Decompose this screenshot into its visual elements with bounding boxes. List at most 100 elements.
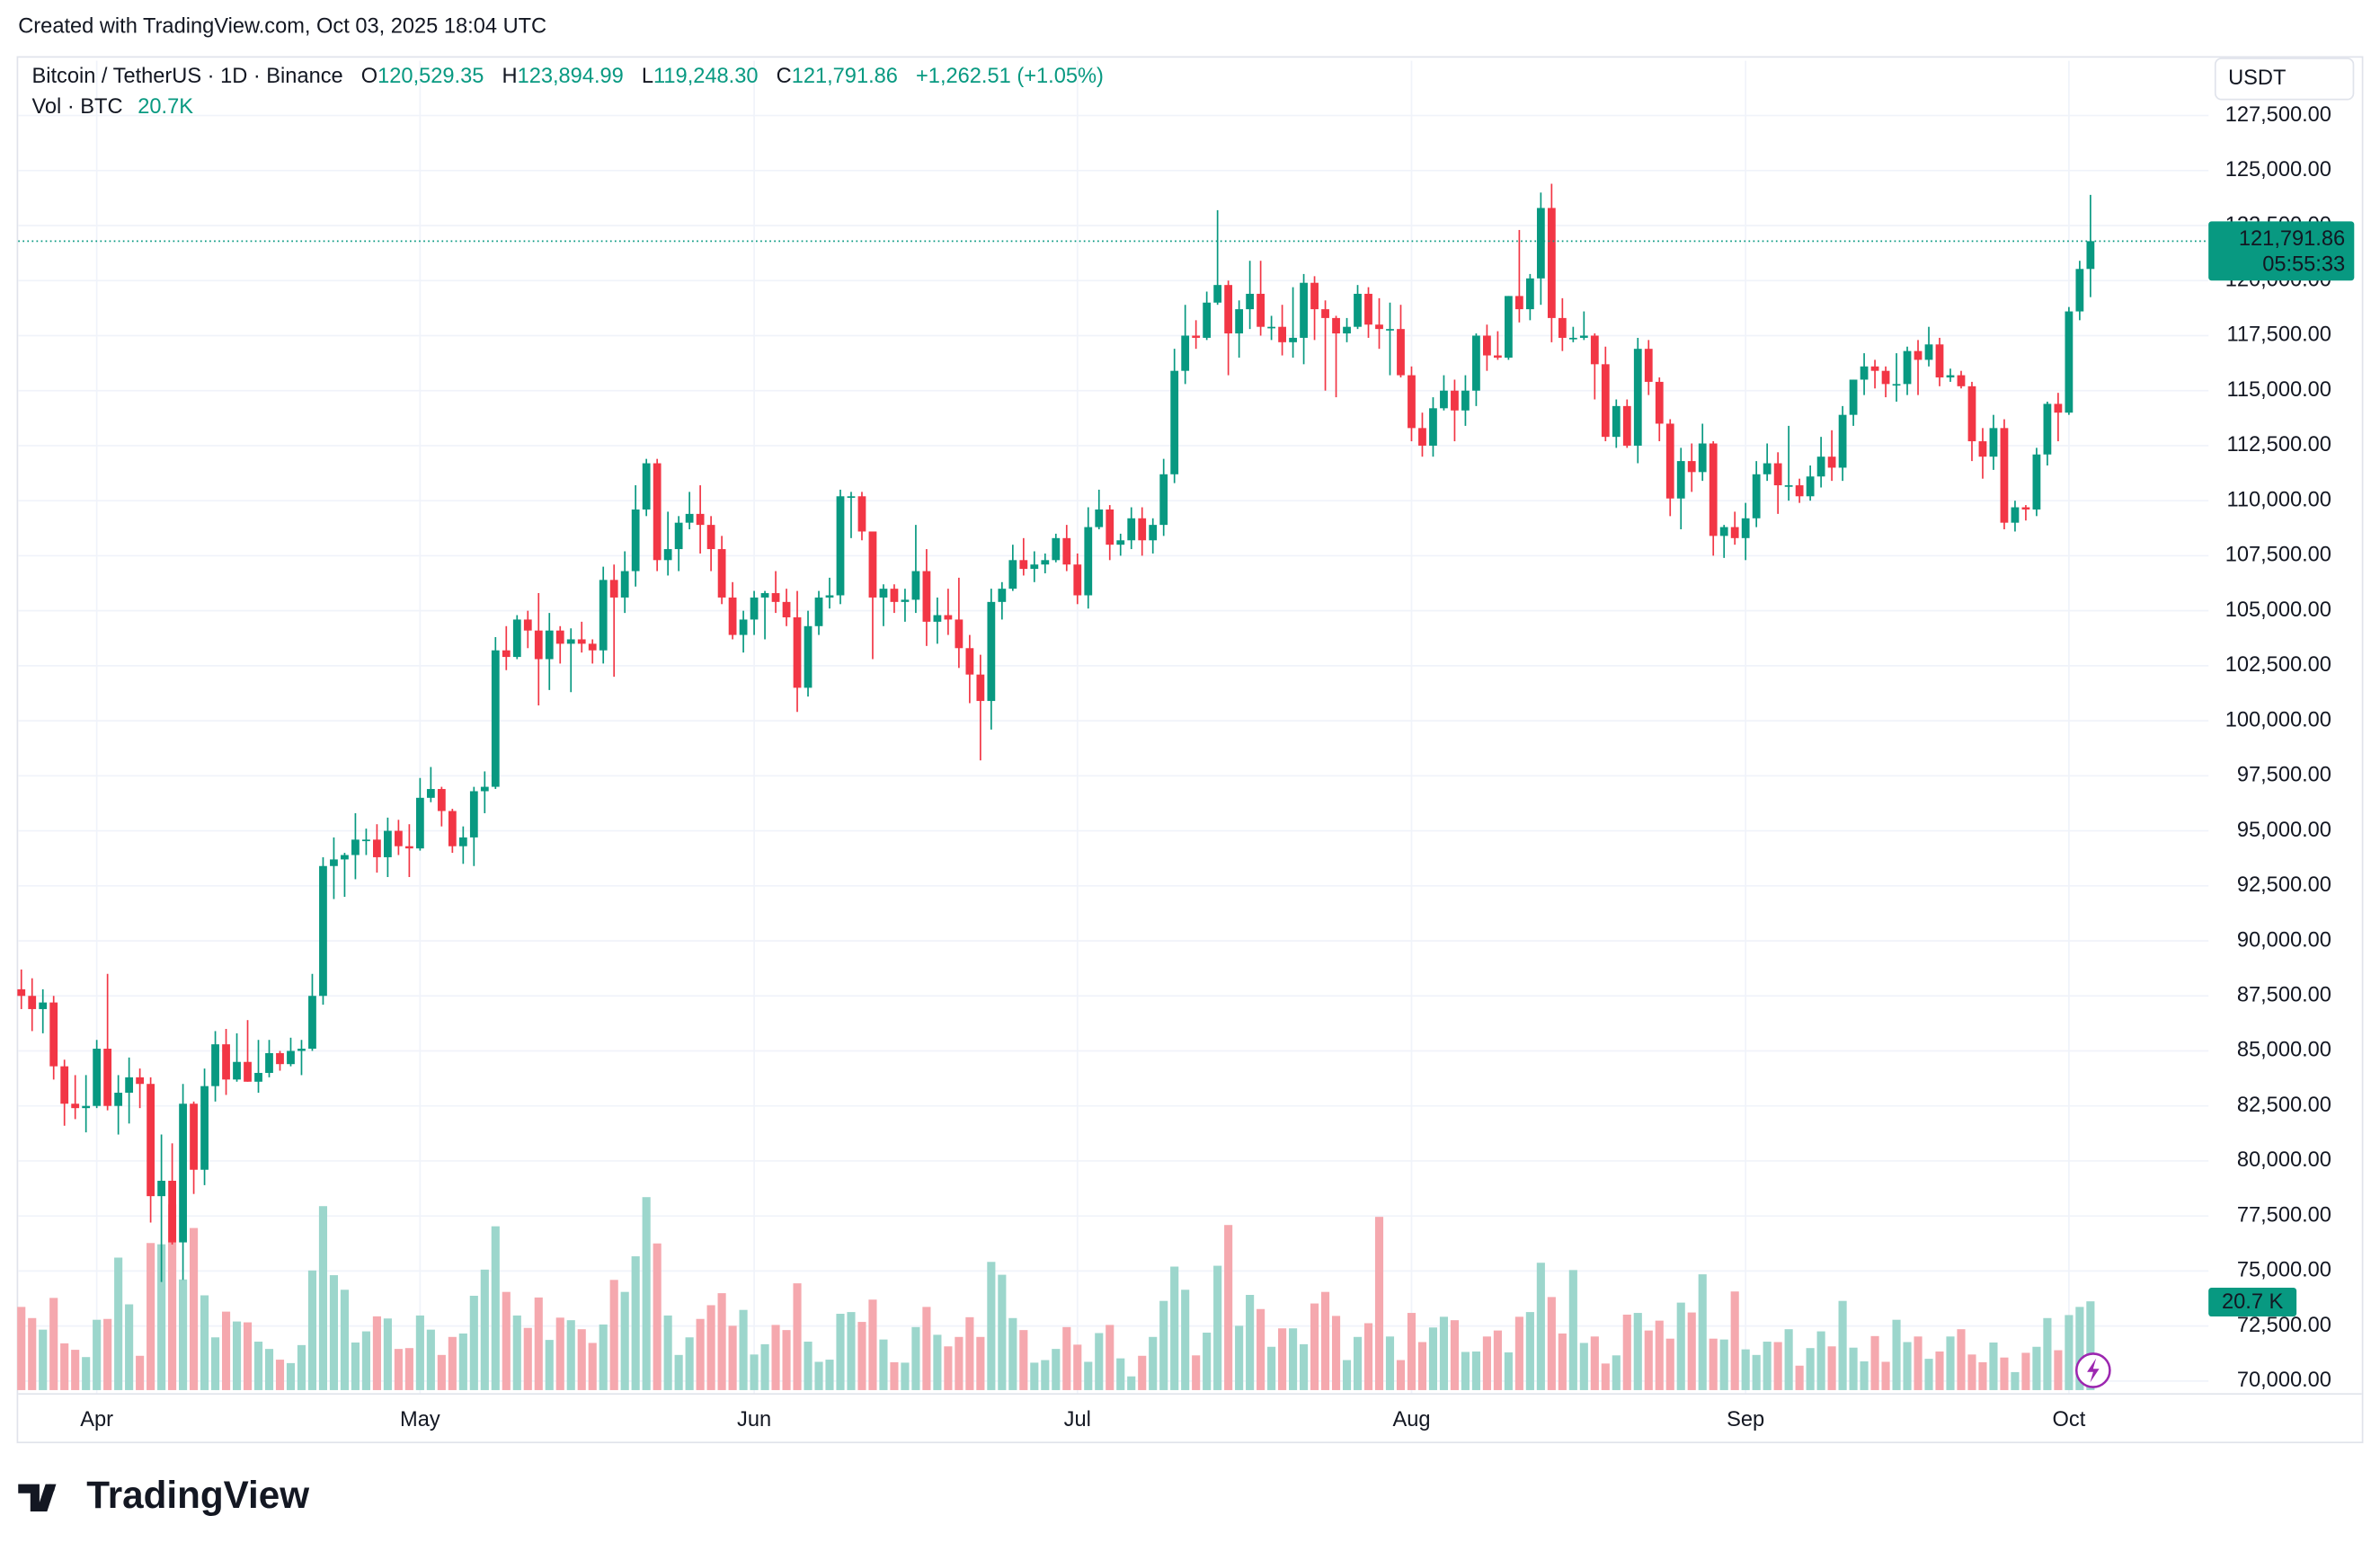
volume-bar bbox=[1676, 1302, 1685, 1390]
candle-body bbox=[265, 1052, 273, 1073]
candle-body bbox=[987, 601, 996, 702]
volume-bar bbox=[297, 1344, 306, 1390]
candle-body bbox=[1719, 527, 1728, 536]
candle-body bbox=[2086, 241, 2095, 270]
ohlc-value: 120,529.35 bbox=[377, 65, 484, 88]
volume-bar bbox=[1924, 1359, 1933, 1390]
candle-body bbox=[555, 630, 564, 644]
volume-bar bbox=[286, 1362, 296, 1390]
volume-bar bbox=[1224, 1225, 1233, 1390]
price-badge-label: 121,791.86 bbox=[2239, 227, 2345, 251]
candle-body bbox=[933, 615, 942, 622]
candle-body bbox=[1536, 208, 1545, 279]
volume-bar bbox=[1881, 1361, 1890, 1390]
volume-bar bbox=[1914, 1336, 1923, 1390]
volume-bar bbox=[448, 1336, 457, 1390]
volume-pane bbox=[17, 1197, 2095, 1390]
candle-body bbox=[1838, 414, 1847, 468]
candle-body bbox=[1741, 518, 1750, 538]
volume-bar bbox=[1752, 1354, 1761, 1390]
x-tick-label: Jul bbox=[1064, 1408, 1091, 1431]
volume-bar bbox=[987, 1262, 996, 1390]
volume-bar bbox=[491, 1226, 500, 1390]
candle-body bbox=[1676, 461, 1685, 499]
volume-bar bbox=[458, 1333, 467, 1390]
candle-body bbox=[1547, 208, 1556, 318]
volume-bar bbox=[545, 1340, 554, 1390]
volume-bar bbox=[1300, 1343, 1309, 1390]
candle-body bbox=[480, 786, 489, 792]
volume-bar bbox=[2021, 1352, 2030, 1390]
candle-body bbox=[103, 1049, 112, 1106]
volume-bar bbox=[136, 1355, 145, 1390]
candle-body bbox=[1375, 324, 1383, 330]
logo-dot bbox=[45, 1484, 55, 1493]
ohlc-value: 123,894.99 bbox=[518, 65, 624, 88]
candle-body bbox=[200, 1086, 209, 1170]
volume-bar bbox=[2054, 1350, 2063, 1390]
volume-bar bbox=[415, 1315, 424, 1390]
volume-bar bbox=[696, 1318, 705, 1390]
x-tick-label: Oct bbox=[2053, 1408, 2086, 1431]
candle-body bbox=[458, 837, 467, 846]
candle-body bbox=[71, 1103, 80, 1109]
candle-body bbox=[1332, 317, 1340, 334]
ohlc-key: L bbox=[642, 65, 653, 88]
ohlc-key: O bbox=[361, 65, 377, 88]
y-tick-label: 127,500.00 bbox=[2225, 103, 2331, 127]
candle-body bbox=[1870, 366, 1879, 371]
volume-bar bbox=[1568, 1270, 1577, 1390]
volume-bar bbox=[1041, 1360, 1050, 1390]
volume-bar bbox=[1106, 1325, 1115, 1390]
candle-body bbox=[125, 1077, 134, 1094]
candle-body bbox=[1106, 509, 1115, 545]
candle-body bbox=[1343, 326, 1351, 334]
x-tick-label: Sep bbox=[1727, 1408, 1764, 1431]
candle-body bbox=[168, 1180, 176, 1243]
candle-body bbox=[179, 1103, 187, 1243]
header-text: Created with TradingView.com, Oct 03, 20… bbox=[18, 15, 546, 39]
candle-body bbox=[1138, 518, 1147, 541]
volume-bar bbox=[663, 1315, 672, 1390]
volume-bar bbox=[1428, 1327, 1438, 1390]
candle-body bbox=[415, 797, 424, 849]
candle-body bbox=[222, 1044, 230, 1080]
volume-bar bbox=[1665, 1338, 1674, 1390]
volume-bar bbox=[1773, 1342, 1782, 1390]
volume-bar bbox=[1935, 1352, 1944, 1390]
candle-body bbox=[804, 625, 813, 688]
volume-bar bbox=[71, 1350, 80, 1390]
candle-body bbox=[502, 650, 511, 658]
currency-button[interactable] bbox=[2214, 58, 2355, 101]
price-badge bbox=[2208, 221, 2355, 281]
candle-body bbox=[1008, 560, 1017, 589]
volume-bar bbox=[147, 1243, 155, 1390]
candle-body bbox=[211, 1044, 219, 1086]
volume-bar bbox=[1860, 1360, 1869, 1390]
logo-text: TradingView bbox=[86, 1474, 309, 1516]
volume-bar bbox=[1127, 1376, 1136, 1390]
volume-bar bbox=[264, 1349, 274, 1390]
currency-label[interactable]: USDT bbox=[2228, 66, 2286, 90]
candle-body bbox=[566, 639, 575, 644]
candle-body bbox=[965, 648, 974, 675]
volume-bar bbox=[653, 1243, 662, 1390]
y-tick-label: 87,500.00 bbox=[2237, 984, 2331, 1007]
y-tick-label: 77,500.00 bbox=[2237, 1203, 2331, 1227]
volume-bar bbox=[1967, 1354, 1976, 1390]
candle-body bbox=[1084, 527, 1093, 596]
candle-body bbox=[1752, 474, 1761, 518]
candle-body bbox=[2065, 311, 2074, 413]
candle-body bbox=[523, 619, 532, 631]
volume-bar bbox=[1525, 1312, 1534, 1390]
volume-bar bbox=[1622, 1314, 1631, 1390]
candle-body bbox=[136, 1077, 145, 1085]
candle-body bbox=[1310, 282, 1319, 310]
candle-body bbox=[1914, 350, 1923, 360]
candle-body bbox=[577, 639, 586, 644]
volume-bar bbox=[1116, 1358, 1125, 1390]
volume-bar bbox=[179, 1279, 188, 1390]
volume-bar bbox=[383, 1318, 392, 1390]
volume-bar bbox=[404, 1348, 413, 1390]
volume-bar bbox=[1892, 1319, 1901, 1390]
